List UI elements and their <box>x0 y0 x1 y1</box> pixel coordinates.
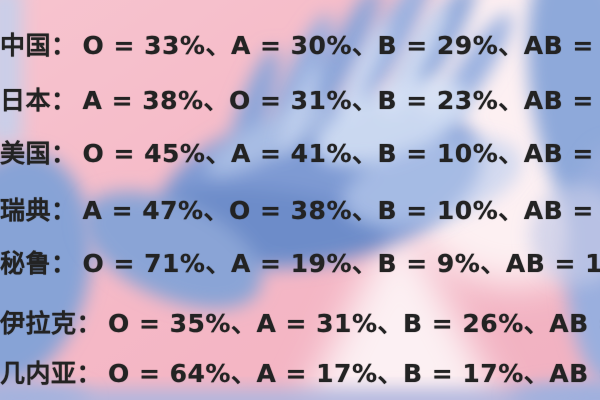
blood-type-values: A = 47%、O = 38%、B = 10%、AB = 5% <box>82 196 600 225</box>
country-name: 瑞典： <box>0 196 77 225</box>
light-wedge <box>304 212 500 400</box>
bottom-left-blue <box>0 384 90 400</box>
blood-type-row: 中国： O = 33%、A = 30%、B = 29%、AB = 8% <box>0 26 600 62</box>
blood-type-row: 秘鲁： O = 71%、A = 19%、B = 9%、AB = 1% <box>0 244 600 280</box>
blood-type-row: 日本： A = 38%、O = 31%、B = 23%、AB = 9% <box>0 81 600 117</box>
blood-type-row: 伊拉克：O = 35%、A = 31%、B = 26%、AB = 8% <box>0 304 600 340</box>
right-lavender-patch <box>530 185 600 285</box>
blood-type-values: O = 71%、A = 19%、B = 9%、AB = 1% <box>82 249 600 278</box>
finger <box>344 0 432 122</box>
blood-type-row: 几内亚：O = 64%、A = 17%、B = 17%、AB = 2% <box>0 354 600 390</box>
finger <box>303 0 381 134</box>
country-name: 中国： <box>0 31 77 60</box>
country-name: 日本： <box>0 86 77 115</box>
blood-type-values: O = 33%、A = 30%、B = 29%、AB = 8% <box>82 31 600 60</box>
blood-type-row: 美国： O = 45%、A = 41%、B = 10%、AB = 4% <box>0 134 600 170</box>
left-lavender-strip <box>0 0 22 143</box>
hand-highlights <box>280 6 522 228</box>
bottom-lavender-strip <box>0 390 600 400</box>
left-blue-wedge <box>0 151 93 385</box>
blood-type-values: O = 64%、A = 17%、B = 17%、AB = 2% <box>108 359 600 388</box>
country-name: 美国： <box>0 139 77 168</box>
bottom-right-blue <box>510 382 600 400</box>
left-wrist <box>82 191 262 309</box>
country-name: 几内亚： <box>0 359 103 388</box>
blood-type-row: 瑞典： A = 47%、O = 38%、B = 10%、AB = 5% <box>0 191 600 227</box>
blood-type-values: A = 38%、O = 31%、B = 23%、AB = 9% <box>82 86 600 115</box>
blood-type-values: O = 35%、A = 31%、B = 26%、AB = 8% <box>108 309 600 338</box>
country-name: 伊拉克： <box>0 309 103 338</box>
country-name: 秘鲁： <box>0 249 77 278</box>
right-forearm <box>527 0 600 249</box>
blood-type-values: O = 45%、A = 41%、B = 10%、AB = 4% <box>82 139 600 168</box>
